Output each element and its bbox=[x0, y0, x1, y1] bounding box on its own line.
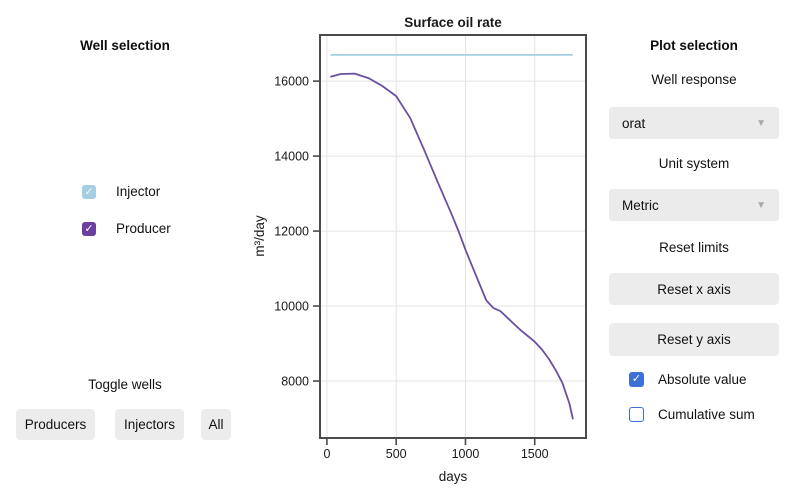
well-response-dropdown[interactable]: orat ▼ bbox=[609, 107, 779, 139]
absolute-value-row[interactable]: ✓ Absolute value bbox=[629, 371, 747, 387]
injector-label: Injector bbox=[116, 184, 161, 199]
x-tick-label: 0 bbox=[323, 447, 330, 461]
reset-y-axis-button[interactable]: Reset y axis bbox=[609, 323, 779, 356]
chart-title: Surface oil rate bbox=[404, 15, 502, 30]
cumulative-sum-row[interactable]: ✓ Cumulative sum bbox=[629, 406, 755, 422]
y-axis-label: m³/day bbox=[252, 215, 267, 257]
toggle-wells-label: Toggle wells bbox=[88, 377, 162, 392]
surface-oil-rate-chart[interactable]: 0 500 1000 1500 8000 10000 12000 14000 16000 Surf… bbox=[250, 0, 600, 500]
y-tick-label: 10000 bbox=[274, 300, 309, 314]
well-response-value: orat bbox=[622, 115, 646, 131]
unit-system-value: Metric bbox=[622, 197, 659, 213]
well-selection-panel: Well selection ✓ Injector ✓ Producer Tog… bbox=[0, 0, 250, 500]
absolute-value-label: Absolute value bbox=[658, 371, 747, 387]
chevron-down-icon: ▼ bbox=[756, 199, 766, 211]
well-selection-title: Well selection bbox=[80, 38, 170, 53]
plot-selection-panel: Plot selection Well response orat ▼ Unit… bbox=[589, 0, 799, 500]
plot-frame bbox=[319, 34, 587, 439]
y-tick-label: 14000 bbox=[274, 150, 309, 164]
x-tick-label: 500 bbox=[386, 447, 407, 461]
all-button[interactable]: All bbox=[201, 409, 231, 440]
y-tick-label: 8000 bbox=[281, 375, 309, 389]
producer-label: Producer bbox=[116, 221, 171, 236]
plot-area[interactable] bbox=[320, 35, 586, 438]
producer-checkbox[interactable]: ✓ bbox=[82, 221, 96, 236]
producer-series-line bbox=[330, 72, 574, 420]
check-icon: ✓ bbox=[631, 372, 642, 385]
x-axis-label: days bbox=[439, 469, 468, 484]
injector-checkbox[interactable]: ✓ bbox=[82, 184, 96, 199]
y-tick-label: 12000 bbox=[274, 225, 309, 239]
well-row-injector[interactable]: ✓ Injector bbox=[82, 184, 160, 199]
cumulative-sum-checkbox[interactable]: ✓ bbox=[629, 406, 644, 422]
check-icon: ✓ bbox=[84, 185, 94, 198]
check-icon: ✓ bbox=[84, 222, 94, 235]
plot-selection-title: Plot selection bbox=[650, 38, 738, 53]
x-tick-label: 1000 bbox=[452, 447, 480, 461]
producers-button[interactable]: Producers bbox=[16, 409, 95, 440]
cumulative-sum-label: Cumulative sum bbox=[658, 406, 755, 422]
well-response-label: Well response bbox=[651, 72, 737, 87]
absolute-value-checkbox[interactable]: ✓ bbox=[629, 371, 644, 387]
unit-system-label: Unit system bbox=[658, 156, 730, 171]
y-tick-label: 16000 bbox=[274, 75, 309, 89]
reset-limits-label: Reset limits bbox=[659, 240, 729, 255]
unit-system-dropdown[interactable]: Metric ▼ bbox=[609, 189, 779, 221]
reset-x-axis-button[interactable]: Reset x axis bbox=[609, 273, 779, 305]
x-tick-label: 1500 bbox=[521, 447, 549, 461]
chevron-down-icon: ▼ bbox=[756, 117, 766, 129]
injectors-button[interactable]: Injectors bbox=[115, 409, 184, 440]
well-row-producer[interactable]: ✓ Producer bbox=[82, 221, 171, 236]
